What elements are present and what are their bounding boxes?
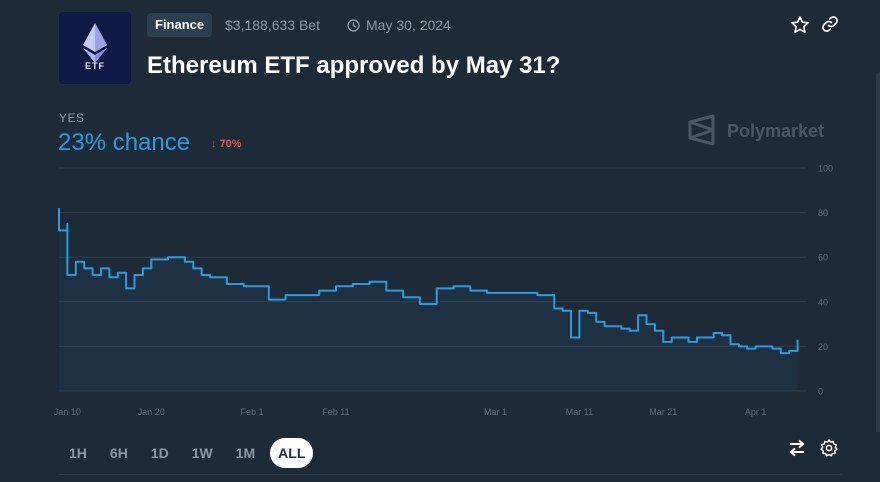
thumbnail-caption: ETF (85, 61, 105, 71)
market-title: Ethereum ETF approved by May 31? (147, 52, 561, 79)
x-tick-label: Mar 11 (566, 407, 593, 417)
range-button-1w[interactable]: 1W (191, 445, 213, 461)
brand-name: Polymarket (727, 121, 825, 141)
y-tick-label: 0 (818, 387, 823, 397)
link-icon[interactable] (821, 15, 839, 33)
price-chart[interactable]: 0 20 40 60 80 100 Jan 10 Jan 20 Feb 1 Feb 11 Mar 1… (0, 0, 880, 430)
y-tick-label: 100 (818, 164, 833, 174)
series-area (59, 208, 798, 391)
series-line (58, 208, 799, 355)
y-tick-label: 20 (818, 342, 828, 352)
volume-text: $3,188,633 Bet (225, 17, 320, 33)
x-tick-label: Feb 11 (322, 407, 349, 417)
end-date-label: May 30, 2024 (366, 17, 451, 33)
end-date: May 30, 2024 (347, 17, 451, 33)
range-button-1m[interactable]: 1M (235, 445, 256, 461)
arrow-down-icon: ↓ (211, 138, 217, 150)
range-button-all[interactable]: ALL (270, 438, 314, 468)
outcome-label: YES (59, 111, 85, 125)
divider (59, 474, 842, 475)
range-selector: 1H 6H 1D 1W 1M ALL (61, 438, 320, 468)
swap-icon[interactable] (788, 439, 806, 457)
clock-icon (347, 19, 360, 32)
range-button-6h[interactable]: 6H (109, 445, 128, 461)
x-tick-label: Mar 21 (649, 407, 677, 417)
x-tick-label: Apr 1 (745, 407, 767, 417)
range-button-1d[interactable]: 1D (150, 445, 169, 461)
category-badge[interactable]: Finance (147, 13, 213, 37)
x-tick-label: Mar 1 (484, 407, 507, 417)
chance-change: ↓ 70% (211, 138, 242, 150)
y-tick-label: 40 (818, 297, 828, 307)
side-panel-edge (876, 72, 880, 432)
outcome-chance: 23% chance (58, 129, 191, 156)
y-tick-label: 80 (818, 208, 828, 218)
chance-change-value: 70% (219, 138, 242, 150)
brand-watermark: Polymarket (687, 114, 824, 151)
x-tick-label: Jan 10 (54, 407, 81, 417)
star-icon[interactable] (790, 15, 810, 35)
range-button-1h[interactable]: 1H (69, 445, 87, 461)
market-thumbnail: ETF (59, 12, 131, 84)
polymarket-logo-icon (688, 114, 715, 146)
x-tick-label: Feb 1 (241, 407, 264, 417)
gear-icon[interactable] (820, 439, 838, 457)
x-tick-label: Jan 20 (138, 407, 165, 417)
y-tick-label: 60 (818, 253, 828, 263)
ethereum-icon (83, 23, 107, 63)
